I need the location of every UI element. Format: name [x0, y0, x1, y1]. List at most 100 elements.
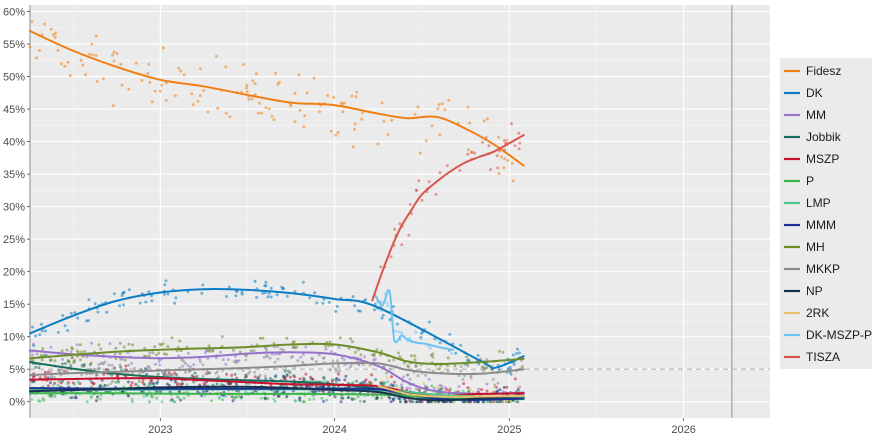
- poll-point-fidesz: [510, 161, 514, 165]
- poll-point-fidesz: [224, 111, 228, 115]
- poll-point-dk: [477, 362, 481, 366]
- poll-point-mm: [90, 341, 94, 345]
- poll-point-mkkp: [201, 374, 205, 378]
- poll-point-fidesz: [305, 91, 309, 95]
- poll-point-mh: [380, 349, 383, 353]
- poll-point-lmp: [219, 383, 223, 386]
- poll-point-mszp: [288, 375, 292, 379]
- poll-point-lmp: [89, 394, 93, 398]
- poll-point-mh: [67, 359, 71, 363]
- poll-point-mh: [467, 358, 471, 362]
- poll-point-fidesz: [63, 64, 67, 68]
- poll-point-fidesz: [56, 48, 60, 52]
- poll-point-mm: [317, 353, 321, 357]
- poll-point-mm: [97, 363, 101, 367]
- poll-point-mh: [72, 361, 76, 365]
- poll-point-mszp: [420, 400, 424, 404]
- poll-point-np: [170, 398, 174, 402]
- poll-point-mm: [35, 352, 39, 356]
- poll-point-lmp: [312, 397, 316, 401]
- poll-point-np: [165, 382, 169, 386]
- poll-point-mh: [379, 353, 382, 357]
- legend-label-jobbik: Jobbik: [806, 130, 842, 144]
- poll-point-jobbik: [43, 353, 47, 357]
- poll-point-mh: [131, 343, 134, 347]
- poll-point-mkkp: [291, 355, 295, 358]
- poll-point-fidesz: [503, 157, 507, 161]
- poll-point-dk-mszp-p: [408, 336, 412, 340]
- poll-point-p: [221, 398, 225, 402]
- poll-point-fidesz: [88, 52, 92, 56]
- poll-point-mh: [372, 354, 376, 358]
- poll-point-fidesz: [91, 53, 95, 57]
- poll-point-mkkp: [201, 363, 205, 367]
- x-axis: 2023 2024 2025 2026: [148, 418, 696, 436]
- poll-point-mmm: [304, 385, 308, 389]
- poll-point-fidesz: [360, 117, 364, 121]
- poll-point-fidesz: [277, 81, 281, 84]
- poll-point-tisza: [379, 265, 383, 269]
- poll-point-mh: [211, 349, 215, 352]
- poll-point-fidesz: [354, 95, 358, 99]
- poll-point-np: [404, 400, 408, 404]
- poll-point-mh: [147, 354, 151, 358]
- poll-point-mh: [465, 355, 469, 359]
- poll-point-fidesz: [101, 77, 105, 81]
- poll-point-fidesz: [486, 117, 489, 121]
- poll-point-mszp: [230, 373, 234, 377]
- poll-point-lmp: [324, 379, 328, 383]
- legend-label-mm: MM: [806, 108, 826, 122]
- poll-point-jobbik: [156, 372, 160, 376]
- poll-point-p: [486, 400, 490, 404]
- poll-point-dk: [448, 332, 452, 336]
- poll-point-fidesz: [112, 50, 116, 54]
- poll-point-dk: [127, 288, 131, 292]
- poll-point-mkkp: [459, 365, 463, 368]
- poll-point-jobbik: [269, 377, 272, 380]
- poll-point-mm: [192, 363, 196, 367]
- poll-point-tisza: [400, 243, 404, 247]
- poll-point-dk: [93, 302, 97, 306]
- poll-point-mm: [340, 356, 344, 360]
- poll-point-np: [418, 399, 422, 403]
- poll-point-fidesz: [447, 98, 451, 102]
- poll-point-lmp: [175, 394, 179, 398]
- poll-point-dk-mszp-p: [386, 304, 390, 308]
- poll-point-jobbik: [283, 369, 287, 373]
- poll-point-lmp: [273, 399, 277, 403]
- poll-point-mh: [413, 354, 417, 358]
- poll-point-fidesz: [81, 63, 85, 67]
- poll-point-mm: [184, 361, 187, 365]
- poll-point-dk: [39, 322, 43, 326]
- legend-label-mszp: MSZP: [806, 152, 839, 166]
- poll-point-mkkp: [184, 370, 187, 374]
- poll-point-mm: [496, 381, 500, 385]
- poll-point-mkkp: [288, 371, 292, 375]
- poll-point-mmm: [229, 381, 233, 385]
- poll-point-mszp: [253, 375, 257, 379]
- poll-point-mm: [485, 382, 489, 386]
- poll-point-fidesz: [53, 35, 57, 39]
- poll-point-mszp: [92, 382, 96, 385]
- poll-point-fidesz: [329, 129, 333, 133]
- poll-point-mkkp: [106, 383, 110, 387]
- poll-point-mmm: [230, 395, 234, 399]
- legend-label-tisza: TISZA: [806, 350, 840, 364]
- poll-point-dk: [459, 343, 463, 347]
- poll-point-fidesz: [190, 92, 194, 96]
- poll-point-fidesz: [30, 20, 34, 24]
- poll-point-mkkp: [182, 359, 185, 363]
- poll-point-dk: [44, 329, 47, 333]
- poll-point-mm: [408, 387, 412, 391]
- poll-point-mkkp: [80, 373, 84, 377]
- poll-point-p: [320, 396, 324, 400]
- poll-point-mkkp: [214, 371, 218, 375]
- poll-point-dk: [144, 300, 148, 304]
- poll-point-mkkp: [276, 357, 280, 361]
- poll-point-p: [448, 387, 452, 391]
- poll-point-fidesz: [160, 83, 164, 87]
- poll-point-mkkp: [241, 368, 245, 372]
- poll-point-fidesz: [120, 83, 124, 87]
- poll-point-np: [341, 396, 345, 400]
- poll-point-mm: [148, 351, 152, 355]
